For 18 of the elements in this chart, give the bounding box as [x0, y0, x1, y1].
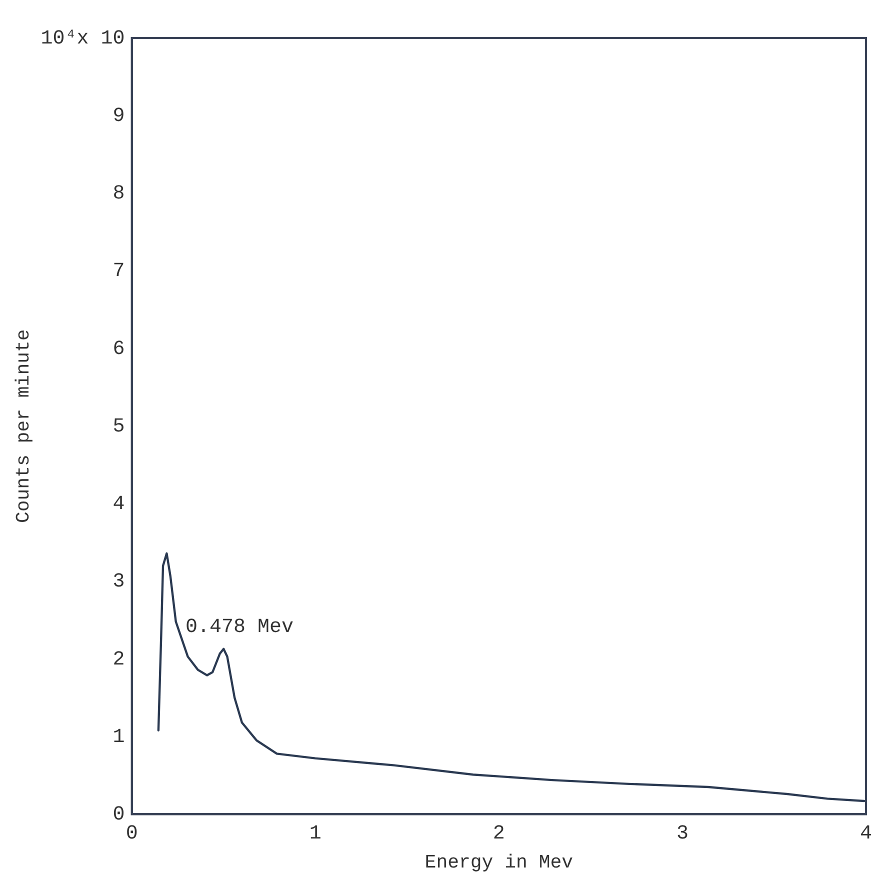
x-tick-label: 3: [676, 822, 688, 846]
x-axis-title: Energy in Mev: [424, 852, 574, 874]
y-tick-label: 6: [112, 338, 125, 361]
y-tick-label: 8: [112, 182, 125, 206]
y-tick-label: 7: [112, 260, 125, 284]
x-tick-label: 2: [492, 822, 505, 846]
y-axis-title: Counts per minute: [12, 329, 34, 524]
y-tick-label: 2: [112, 648, 125, 672]
y-tick-label: 9: [112, 104, 125, 128]
x-tick-label: 4: [860, 822, 872, 846]
y-tick-label: 4: [112, 493, 125, 516]
y-tick-label: 3: [112, 570, 125, 594]
y-tick-label: 0: [112, 803, 125, 826]
y-tick-label: 5: [112, 415, 125, 438]
y-tick-label: 10⁴x 10: [40, 27, 125, 50]
x-tick-label: 1: [309, 822, 322, 846]
annotation: 0.478 Mev: [186, 616, 294, 640]
y-tick-label: 1: [112, 726, 125, 749]
